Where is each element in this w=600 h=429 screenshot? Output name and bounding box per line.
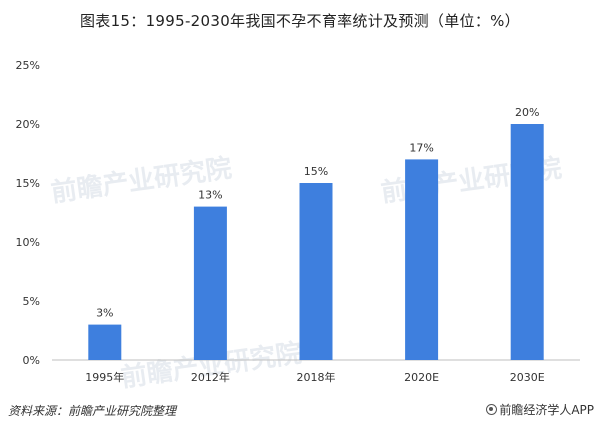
brand-footer: 前瞻经济学人APP (486, 401, 594, 418)
bar (510, 124, 544, 360)
data-label: 15% (304, 165, 328, 178)
data-label: 3% (96, 307, 113, 320)
y-tick-label: 20% (16, 118, 40, 131)
x-tick-label: 1995年 (85, 370, 124, 384)
chart-title: 图表15：1995-2030年我国不孕不育率统计及预测（单位：%） (79, 12, 520, 30)
y-tick-label: 0% (23, 354, 40, 367)
x-tick-label: 2020E (404, 371, 439, 384)
data-label: 13% (198, 189, 222, 202)
x-tick-label: 2012年 (191, 370, 230, 384)
front-eye-icon (486, 404, 498, 415)
data-label: 20% (515, 106, 539, 119)
bar (405, 159, 439, 360)
x-tick-label: 2030E (510, 371, 545, 384)
source-note: 资料来源：前瞻产业研究院整理 (8, 404, 177, 418)
y-tick-label: 10% (16, 236, 40, 249)
bar (193, 206, 227, 360)
data-label: 17% (409, 141, 433, 154)
brand-label: 前瞻经济学人APP (499, 403, 594, 417)
y-tick-label: 25% (16, 59, 40, 72)
y-tick-label: 15% (16, 177, 40, 190)
bar (299, 183, 333, 360)
x-tick-label: 2018年 (297, 370, 336, 384)
y-tick-label: 5% (23, 295, 40, 308)
bar (88, 324, 122, 360)
